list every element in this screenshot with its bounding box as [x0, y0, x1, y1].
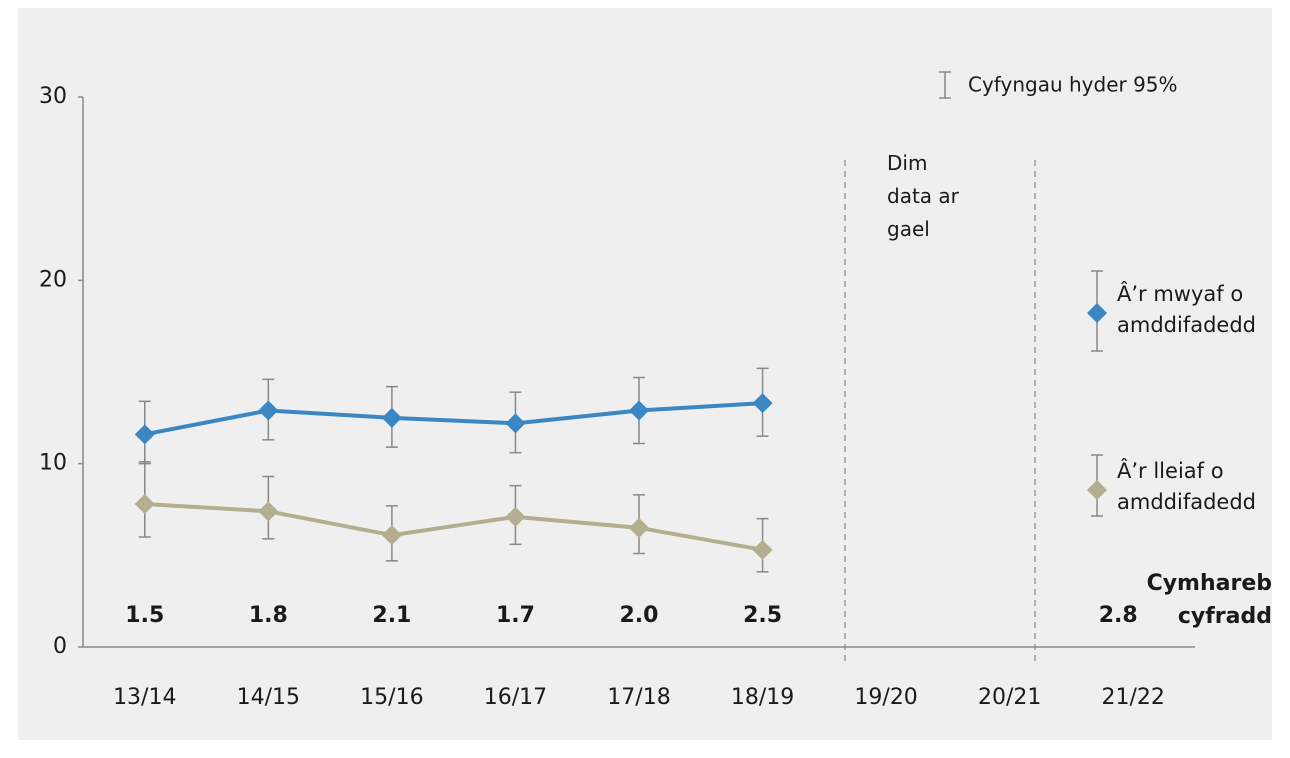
data-point: [505, 413, 526, 434]
ratio-label: 1.8: [249, 603, 288, 628]
data-point: [134, 424, 155, 445]
data-point: [752, 393, 773, 414]
legend-label: Â’r mwyaf o amddifadedd: [1117, 282, 1256, 337]
data-point: [134, 494, 155, 514]
background: [18, 8, 1272, 740]
ratio-title: cyfradd: [1178, 604, 1272, 629]
y-tick-label: 20: [39, 267, 67, 292]
annotation: Dim data ar gael: [887, 151, 959, 241]
x-tick-label: 14/15: [237, 685, 300, 710]
legend-label: Â’r lleiaf o amddifadedd: [1117, 459, 1256, 514]
ratio-label: 2.5: [743, 603, 782, 628]
data-point: [258, 501, 279, 522]
data-point: [629, 517, 649, 538]
x-tick-label: 13/14: [113, 685, 176, 710]
ci-legend-label: Cyfyngau hyder 95%: [968, 73, 1178, 97]
ratio-label: 2.0: [620, 603, 659, 628]
ratio-label: 2.1: [372, 603, 411, 628]
x-tick-label: 15/16: [360, 685, 423, 710]
series-line: [144, 401, 763, 437]
legend-marker: [1087, 480, 1107, 500]
data-point: [381, 407, 402, 428]
data-point: [752, 539, 773, 560]
ratio-label: 2.8: [1099, 603, 1138, 628]
x-tick-label: 17/18: [607, 685, 670, 710]
ratio-title: Cymhareb: [1147, 571, 1272, 596]
y-tick-label: 10: [39, 451, 67, 476]
legend-marker: [1087, 303, 1107, 323]
x-tick-label: 19/20: [854, 685, 917, 710]
x-tick-label: 16/17: [484, 685, 547, 710]
y-tick-label: 30: [39, 84, 67, 109]
data-point: [258, 400, 279, 421]
y-tick-label: 0: [53, 634, 67, 659]
data-point: [629, 400, 649, 421]
data-point: [505, 506, 526, 527]
ratio-label: 1.7: [496, 603, 535, 628]
data-point: [381, 525, 402, 546]
x-tick-label: 18/19: [731, 685, 794, 710]
ratio-label: 1.5: [125, 603, 164, 628]
ci-legend-icon: [939, 71, 951, 99]
x-tick-label: 20/21: [978, 685, 1041, 710]
series-line: [144, 502, 763, 552]
x-tick-label: 21/22: [1102, 685, 1165, 710]
